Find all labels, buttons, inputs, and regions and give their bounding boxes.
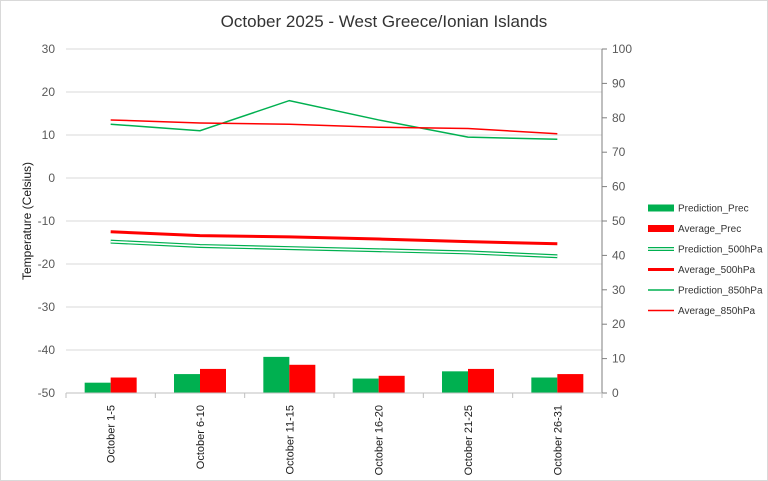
x-tick-label-2: October 11-15 (284, 405, 296, 475)
bar-Prediction_Prec-3 (352, 378, 379, 393)
legend-label-Average_500hPa: Average_500hPa (678, 265, 756, 276)
bar-Average_Prec-1 (200, 368, 226, 393)
axes (65, 48, 607, 398)
bar-Average_Prec-5 (557, 374, 584, 393)
y-tick-label: -40 (38, 343, 56, 357)
bar-Prediction_Prec-5 (531, 377, 558, 393)
legend-swatch-Prediction_Prec (648, 204, 674, 212)
bar-Prediction_Prec-0 (84, 382, 111, 393)
line-Prediction_850hPa (110, 99, 558, 141)
legend-label-Prediction_Prec: Prediction_Prec (678, 204, 749, 215)
x-axis-ticks: October 1-5 October 6-10 October 11-15 Octo… (106, 405, 565, 475)
y2-tick-label: 50 (612, 214, 626, 228)
y-axis-title: Temperature (Celsius) (20, 162, 34, 280)
y-tick-label: -20 (38, 257, 56, 271)
legend-label-Average_Prec: Average_Prec (678, 224, 741, 235)
legend-label-Average_850hPa: Average_850hPa (678, 306, 756, 317)
bar-Average_Prec-2 (289, 364, 316, 393)
bar-Average_Prec-4 (468, 368, 494, 393)
line-Average_850hPa (110, 119, 558, 135)
y-tick-label: -10 (38, 214, 56, 228)
y-tick-label: 20 (42, 85, 56, 99)
line-Average_500hPa (110, 230, 558, 246)
y2-tick-label: 80 (612, 111, 626, 125)
bar-Prediction_Prec-1 (174, 374, 200, 393)
line-series (110, 99, 558, 259)
bar-series (84, 356, 584, 393)
y-tick-label: -50 (38, 386, 56, 400)
bar-Average_Prec-3 (378, 375, 405, 393)
legend: Prediction_Prec Average_Prec Prediction_50… (648, 204, 763, 317)
y-tick-label: -30 (38, 300, 56, 314)
y-tick-label: 30 (42, 42, 56, 56)
x-tick-label-1: October 6-10 (195, 405, 207, 469)
y-tick-label: 10 (42, 128, 56, 142)
y2-tick-label: 10 (612, 352, 626, 366)
left-axis-ticks: 30 20 10 0 -10 -20 -30 -40 -50 (38, 42, 56, 400)
y-tick-label: 0 (48, 171, 55, 185)
y2-tick-label: 100 (612, 42, 632, 56)
y2-tick-label: 30 (612, 283, 626, 297)
y2-tick-label: 90 (612, 76, 626, 90)
y2-tick-label: 0 (612, 386, 619, 400)
bar-Average_Prec-0 (110, 377, 137, 393)
chart-title: October 2025 - West Greece/Ionian Island… (221, 12, 548, 31)
x-tick-label-5: October 26-31 (552, 405, 564, 475)
x-tick-label-0: October 1-5 (106, 405, 118, 463)
x-tick-label-3: October 16-20 (374, 405, 386, 475)
legend-label-Prediction_500hPa: Prediction_500hPa (678, 245, 763, 256)
bar-Prediction_Prec-2 (263, 356, 290, 393)
legend-swatch-Average_Prec (648, 225, 674, 232)
y2-tick-label: 60 (612, 180, 626, 194)
x-tick-label-4: October 21-25 (463, 405, 475, 475)
y2-tick-label: 70 (612, 145, 626, 159)
y2-tick-label: 40 (612, 248, 626, 262)
bar-Prediction_Prec-4 (442, 371, 468, 393)
line-Prediction_500hPa-inner (110, 240, 558, 258)
legend-label-Prediction_850hPa: Prediction_850hPa (678, 286, 763, 297)
y2-tick-label: 20 (612, 317, 626, 331)
